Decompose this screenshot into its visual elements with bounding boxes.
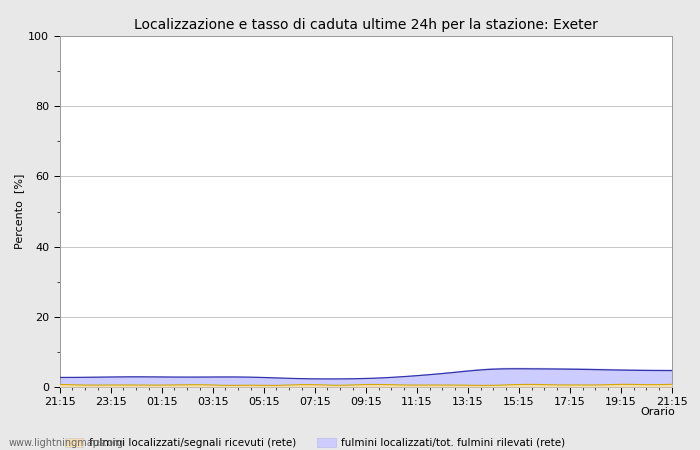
Text: www.lightningmaps.org: www.lightningmaps.org xyxy=(8,438,123,448)
Y-axis label: Percento  [%]: Percento [%] xyxy=(14,174,24,249)
Title: Localizzazione e tasso di caduta ultime 24h per la stazione: Exeter: Localizzazione e tasso di caduta ultime … xyxy=(134,18,598,32)
Legend: fulmini localizzati/segnali ricevuti (rete), fulmini localizzati/segnali ricevut: fulmini localizzati/segnali ricevuti (re… xyxy=(64,438,578,450)
Text: Orario: Orario xyxy=(640,407,676,417)
